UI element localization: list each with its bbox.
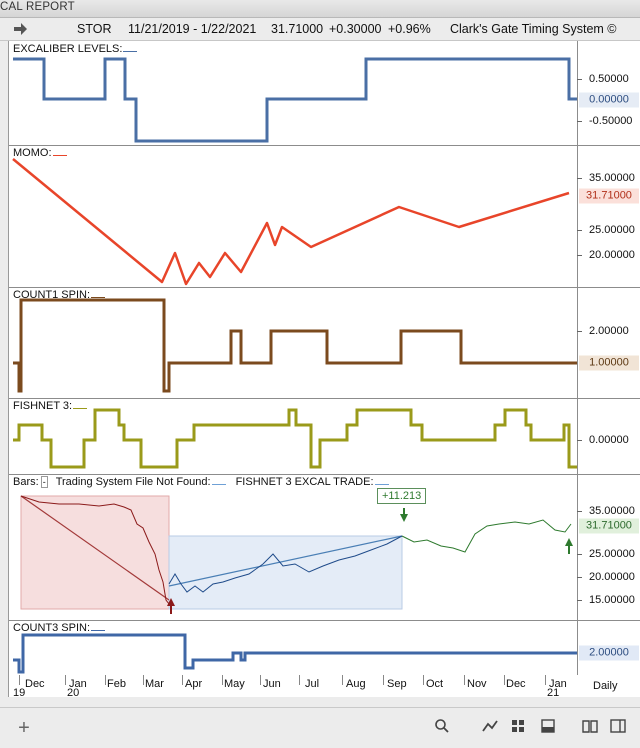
line-chart-icon[interactable] <box>480 718 500 738</box>
book-icon[interactable] <box>580 718 600 738</box>
momo-label: MOMO: <box>13 147 67 159</box>
momo-plot[interactable]: MOMO: <box>9 145 578 287</box>
month-label: Aug <box>346 678 366 690</box>
count3-axis: 2.00000 <box>577 620 640 675</box>
month-label: Nov <box>467 678 487 690</box>
fishnet-line <box>13 408 577 469</box>
tick-label: 35.00000 <box>589 172 635 184</box>
count3-line <box>13 633 577 674</box>
count3-label: COUNT3 SPIN: <box>13 622 106 634</box>
fishnet-pane[interactable]: FISHNET 3: 0.00000 <box>9 398 640 475</box>
last-price: 31.71000 <box>271 22 324 36</box>
tick-label: 0.50000 <box>589 73 629 85</box>
fishnet-plot[interactable]: FISHNET 3: <box>9 398 578 474</box>
fishnet-label: FISHNET 3: <box>13 400 88 412</box>
excaliber-axis: 0.50000 -0.50000 0.00000 <box>577 41 640 145</box>
forward-arrow-icon[interactable] <box>12 21 28 37</box>
bars-label: Bars: - Trading System File Not Found: FISH… <box>13 476 389 488</box>
momo-axis: 35.00000 25.00000 20.00000 31.71000 <box>577 145 640 287</box>
month-label: Jul <box>305 678 320 690</box>
title-bar: CAL REPORT <box>0 0 640 18</box>
month-label: Jan <box>69 678 87 690</box>
excaliber-line <box>13 57 577 143</box>
date-range: 11/21/2019 - 1/22/2021 <box>128 22 257 36</box>
tick-label: 2.00000 <box>589 325 629 337</box>
trade-gain-label: +11.213 <box>377 488 427 504</box>
momo-pane[interactable]: MOMO: 35.00000 25.00000 20.00000 31.7100… <box>9 145 640 288</box>
tick-label: 20.00000 <box>589 249 635 261</box>
count1-axis: 2.00000 1.00000 <box>577 287 640 398</box>
month-label: Mar <box>145 678 164 690</box>
symbol[interactable]: STOR <box>77 22 112 36</box>
window-title: CAL REPORT <box>0 1 75 13</box>
count1-plot[interactable]: COUNT1 SPIN: <box>9 287 578 398</box>
grid-layout-icon[interactable] <box>508 718 528 738</box>
percent-change: +0.96% <box>388 22 431 36</box>
count1-line <box>13 298 577 393</box>
year-label: 21 <box>547 687 560 699</box>
month-label: Dec <box>506 678 526 690</box>
tick-label: 0.00000 <box>589 434 629 446</box>
tick-label: 15.00000 <box>589 594 635 606</box>
price-bars-plot[interactable]: +11.213 Bars: - Trading System File Not Fo… <box>9 474 578 620</box>
month-label: Feb <box>107 678 126 690</box>
tick-label: 20.00000 <box>589 571 635 583</box>
add-button[interactable]: + <box>18 717 30 739</box>
price-bars-pane[interactable]: +11.213 Bars: - Trading System File Not Fo… <box>9 474 640 621</box>
tick-label: 35.00000 <box>589 505 635 517</box>
price-axis: 35.00000 25.00000 20.00000 15.00000 31.7… <box>577 474 640 620</box>
tick-label: 25.00000 <box>589 224 635 236</box>
excaliber-pane[interactable]: EXCALIBER LEVELS: 0.50000 -0.50000 0.000… <box>9 41 640 146</box>
momo-value-badge: 31.71000 <box>579 188 639 204</box>
count1-pane[interactable]: COUNT1 SPIN: 2.00000 1.00000 <box>9 287 640 399</box>
year-label: 20 <box>67 687 80 699</box>
interval-selector[interactable]: Daily <box>593 680 618 692</box>
count1-value-badge: 1.00000 <box>579 355 639 371</box>
fishnet-axis: 0.00000 <box>577 398 640 474</box>
tick-label: -0.50000 <box>589 115 633 127</box>
time-axis[interactable]: Dec Jan Feb Mar Apr May Jun Jul Aug Sep … <box>9 675 640 699</box>
count3-pane[interactable]: COUNT3 SPIN: 2.00000 <box>9 620 640 676</box>
price-chart <box>20 495 573 614</box>
bottom-toolbar: + <box>0 707 640 748</box>
system-name: Clark's Gate Timing System © <box>450 22 617 36</box>
month-label: Apr <box>185 678 203 690</box>
chart-area[interactable]: EXCALIBER LEVELS: 0.50000 -0.50000 0.000… <box>8 41 640 699</box>
month-label: Jan <box>549 678 567 690</box>
count3-plot[interactable]: COUNT3 SPIN: <box>9 620 578 675</box>
month-label: Sep <box>387 678 407 690</box>
year-label: 19 <box>13 687 26 699</box>
month-label: May <box>224 678 245 690</box>
excaliber-label: EXCALIBER LEVELS: <box>13 43 138 55</box>
search-icon[interactable] <box>432 718 452 738</box>
price-value-badge: 31.71000 <box>579 518 639 534</box>
price-change: +0.30000 <box>329 22 382 36</box>
month-label: Dec <box>25 678 45 690</box>
momo-line <box>12 158 570 286</box>
count3-value-badge: 2.00000 <box>579 645 639 661</box>
excaliber-plot[interactable]: EXCALIBER LEVELS: <box>9 41 578 145</box>
excaliber-value-badge: 0.00000 <box>579 92 639 108</box>
count1-label: COUNT1 SPIN: <box>13 289 106 301</box>
tick-label: 25.00000 <box>589 548 635 560</box>
sidebar-toggle-icon[interactable] <box>608 718 628 738</box>
panel-layout-icon[interactable] <box>538 718 558 738</box>
month-label: Oct <box>426 678 444 690</box>
symbol-info-bar: STOR 11/21/2019 - 1/22/2021 31.71000 +0.… <box>0 18 640 41</box>
month-label: Jun <box>263 678 281 690</box>
